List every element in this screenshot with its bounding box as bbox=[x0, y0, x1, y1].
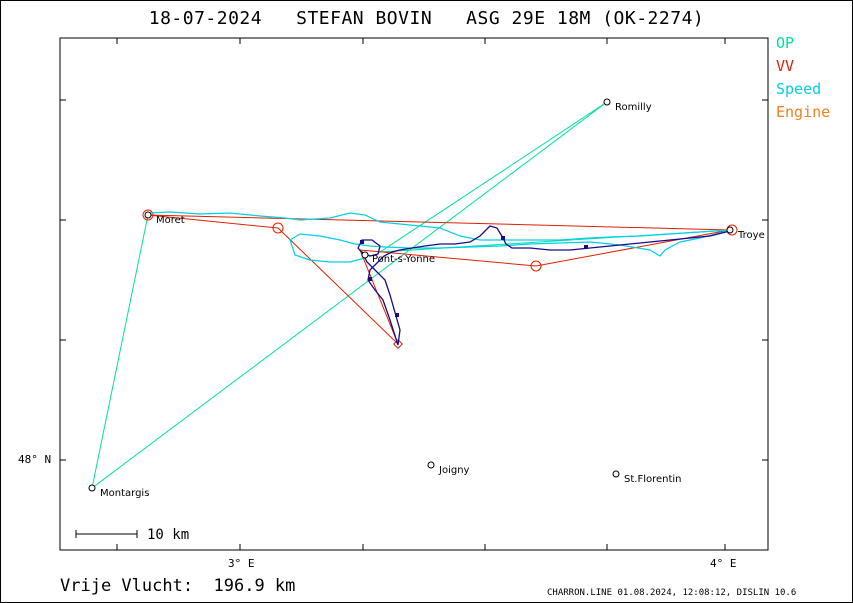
legend-op: OP bbox=[776, 34, 795, 52]
page-title: 18-07-2024 STEFAN BOVIN ASG 29E 18M (OK-… bbox=[148, 8, 705, 29]
vv-turnpoint-south bbox=[393, 339, 403, 349]
legend-vv: VV bbox=[776, 57, 795, 75]
distance-text: Vrije Vlucht: 196.9 km bbox=[60, 576, 296, 596]
place-troyes-marker bbox=[726, 226, 734, 234]
place-montargis-marker bbox=[88, 484, 96, 492]
vv-turnpoint-moret bbox=[142, 209, 154, 221]
place-pont-marker bbox=[361, 251, 369, 259]
place-montargis: Montargis bbox=[100, 488, 149, 499]
place-romilly-marker bbox=[603, 98, 611, 106]
place-moret: Moret bbox=[156, 215, 185, 226]
scale-bar bbox=[75, 530, 138, 538]
place-st-florentin: St.Florentin bbox=[624, 474, 682, 485]
axis-ticks bbox=[60, 38, 768, 550]
place-joigny-marker bbox=[427, 461, 435, 469]
scale-bar-label: 10 km bbox=[147, 527, 189, 543]
place-moret-marker bbox=[144, 211, 152, 219]
vv-route bbox=[147, 214, 731, 345]
vv-turnpoint-2 bbox=[272, 222, 284, 234]
speed-track bbox=[147, 211, 733, 263]
y-axis-label-48n: 48° N bbox=[18, 453, 51, 466]
op-route bbox=[91, 101, 731, 490]
footer-text: CHARRON.LINE 01.08.2024, 12:08:12, DISLI… bbox=[547, 588, 797, 598]
vv-turnpoint-3 bbox=[530, 260, 542, 272]
legend-speed: Speed bbox=[776, 80, 822, 98]
place-pont-s-yonne: Pont-s-Yonne bbox=[372, 254, 435, 265]
place-stflorentin-marker bbox=[612, 470, 620, 478]
map-border bbox=[59, 37, 769, 551]
place-joigny: Joigny bbox=[438, 465, 470, 476]
place-romilly: Romilly bbox=[615, 102, 652, 113]
legend-engine: Engine bbox=[776, 103, 831, 121]
x-axis-label-4e: 4° E bbox=[710, 557, 737, 570]
place-troyes: Troye bbox=[737, 230, 765, 241]
x-axis-label-3e: 3° E bbox=[228, 557, 255, 570]
track-markers bbox=[360, 236, 588, 317]
